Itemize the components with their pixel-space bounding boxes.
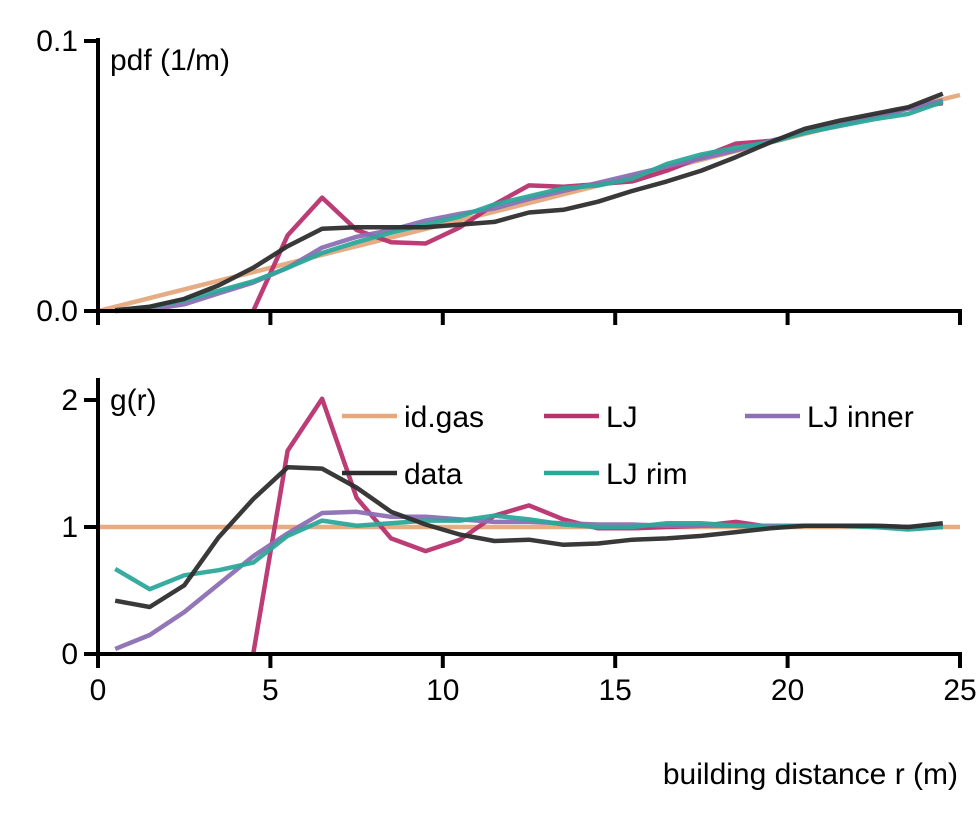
pdf-series-line-lj-rim [114,99,944,314]
gr-y-axis-title: g(r) [110,384,157,417]
pdf-y-tick-label: 0.1 [36,25,78,58]
gr-y-tick-label: 2 [61,384,78,417]
pdf-y-axis-title: pdf (1/m) [110,44,230,77]
pdf-series-line-data [114,91,944,313]
gr-series-line-lj-inner [114,509,943,651]
pdf-series-line-lj [251,100,944,312]
gr-x-tick-label: 10 [426,674,459,707]
gr-series-line-data [114,465,944,610]
gr-x-tick-label: 15 [599,674,632,707]
pdf-panel: 0.0 0.1 pdf (1/m) [36,25,962,328]
legend: id.gas LJ LJ inner data LJ rim [342,401,914,491]
gr-x-tick-label: 25 [943,674,976,707]
gr-y-tick-label: 1 [61,511,78,544]
gr-x-tick-label: 0 [90,674,107,707]
gr-x-tick-label: 20 [771,674,804,707]
x-axis-title: building distance r (m) [663,758,958,791]
gr-series-group [98,396,960,655]
legend-label-lj: LJ [606,401,638,434]
legend-label-lj-rim: LJ rim [606,458,688,491]
legend-label-lj-inner: LJ inner [807,401,914,434]
gr-x-tick-label: 5 [262,674,279,707]
legend-label-data: data [404,458,463,491]
gr-y-tick-label: 0 [61,638,78,671]
legend-label-id-gas: id.gas [404,401,484,434]
pdf-series-group [97,91,961,314]
pdf-y-tick-label: 0.0 [36,295,78,328]
